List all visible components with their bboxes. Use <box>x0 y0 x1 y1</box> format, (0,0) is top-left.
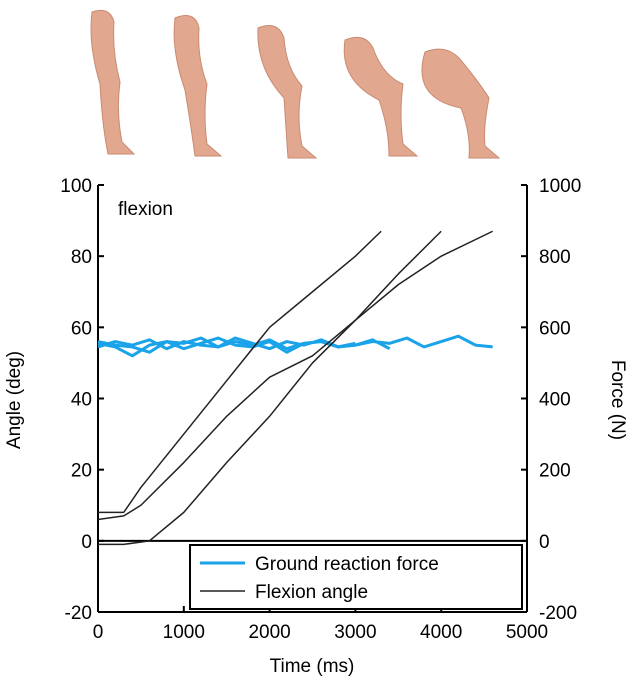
x-axis-label: Time (ms) <box>270 656 355 677</box>
y2-tick-label: 600 <box>539 318 571 339</box>
y-tick-label: 80 <box>71 247 92 268</box>
y2-tick-label: -200 <box>539 603 577 624</box>
leg-illustrations <box>90 9 501 159</box>
y-tick-label: 100 <box>60 176 92 197</box>
series-line <box>97 336 356 351</box>
y-tick-label: 0 <box>81 532 92 553</box>
legend-label: Flexion angle <box>255 582 368 603</box>
y2-tick-label: 800 <box>539 247 571 268</box>
x-tick-label: 0 <box>93 622 104 643</box>
x-tick-label: 3000 <box>334 622 376 643</box>
y2-tick-label: 1000 <box>539 176 581 197</box>
series-line <box>98 230 382 514</box>
x-tick-label: 1000 <box>163 622 205 643</box>
legend-label: Ground reaction force <box>255 554 439 575</box>
series-line <box>97 230 494 521</box>
y-tick-label: 20 <box>71 461 92 482</box>
x-tick-label: 2000 <box>248 622 290 643</box>
annotation: flexion <box>118 199 173 220</box>
series-line <box>98 230 442 546</box>
y2-tick-label: 0 <box>539 532 550 553</box>
y-axis-label: Angle (deg) <box>4 351 25 449</box>
y-tick-label: 40 <box>71 390 92 411</box>
x-tick-label: 5000 <box>506 622 548 643</box>
y2-tick-label: 400 <box>539 390 571 411</box>
legend-box <box>189 544 523 610</box>
y2-axis-label: Force (N) <box>607 360 628 440</box>
x-tick-label: 4000 <box>420 622 462 643</box>
y-tick-label: 60 <box>71 318 92 339</box>
y-tick-label: -20 <box>65 603 92 624</box>
y2-tick-label: 200 <box>539 461 571 482</box>
